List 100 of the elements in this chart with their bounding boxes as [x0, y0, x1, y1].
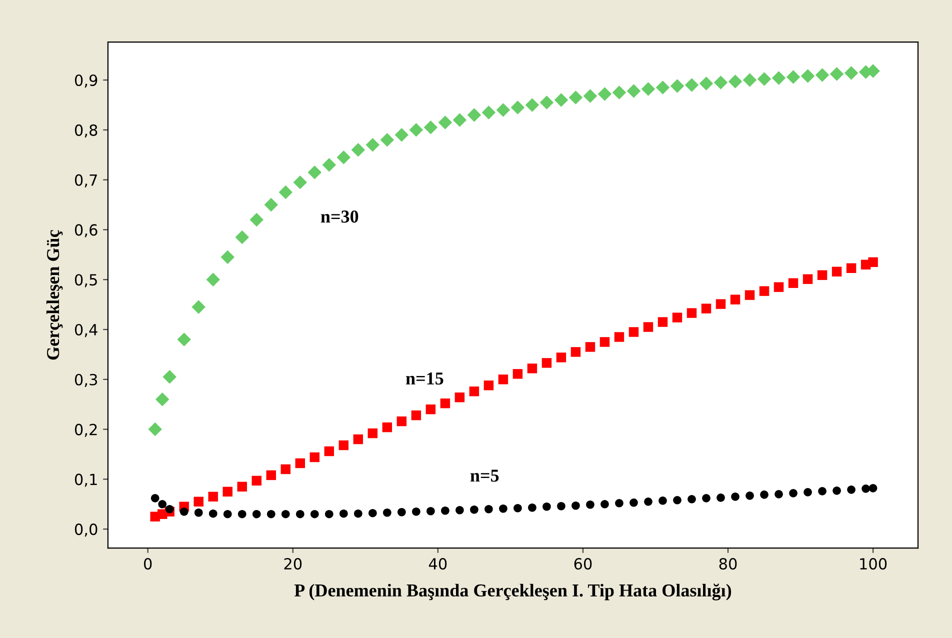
y-tick-label: 0,8 — [74, 124, 98, 138]
point — [456, 506, 464, 514]
point — [628, 327, 639, 337]
point — [868, 484, 878, 492]
point — [177, 332, 191, 346]
point — [398, 508, 406, 516]
point — [180, 507, 188, 516]
point — [237, 482, 247, 492]
point — [368, 428, 378, 438]
point — [730, 294, 740, 304]
y-tick-label: 0,4 — [74, 324, 98, 338]
point — [426, 404, 436, 414]
point — [470, 505, 478, 514]
x-tick-label: 40 — [428, 558, 447, 570]
point — [716, 299, 726, 309]
point — [527, 364, 538, 374]
y-tick-label: 0,9 — [74, 74, 98, 88]
point — [846, 263, 856, 273]
point — [280, 464, 290, 474]
point — [498, 374, 508, 384]
point — [542, 358, 552, 368]
point — [208, 509, 218, 518]
point — [557, 502, 566, 510]
y-tick-label: 0,7 — [74, 174, 97, 188]
point — [731, 492, 740, 501]
point — [295, 458, 305, 468]
point — [222, 486, 232, 497]
series-label: n=5 — [470, 470, 499, 482]
point — [641, 82, 656, 96]
point — [626, 84, 641, 98]
point — [339, 509, 348, 518]
point — [424, 120, 438, 134]
point — [759, 286, 770, 296]
point — [701, 304, 712, 314]
point — [208, 492, 218, 502]
point — [525, 98, 540, 112]
point — [382, 422, 392, 432]
point — [484, 504, 493, 514]
point — [366, 138, 380, 152]
point — [310, 510, 319, 518]
point — [235, 230, 249, 244]
point — [774, 490, 783, 498]
point — [396, 416, 407, 426]
point — [789, 488, 798, 498]
point — [266, 510, 276, 518]
point — [324, 510, 334, 518]
point — [368, 508, 377, 518]
point — [266, 470, 276, 480]
point — [862, 484, 870, 493]
point — [452, 113, 467, 127]
point — [281, 510, 290, 518]
point — [412, 507, 420, 516]
point — [832, 486, 841, 495]
point — [630, 498, 638, 507]
point — [615, 498, 624, 508]
point — [598, 87, 612, 101]
point — [409, 123, 424, 137]
x-tick-label: 80 — [719, 558, 737, 570]
point — [772, 71, 786, 85]
point — [568, 90, 583, 104]
point — [353, 434, 364, 444]
point — [672, 312, 682, 322]
point — [686, 308, 697, 318]
point — [482, 106, 496, 120]
point — [586, 500, 594, 509]
point — [658, 317, 668, 327]
point — [786, 70, 800, 84]
point — [338, 440, 349, 450]
point — [158, 500, 167, 508]
y-tick-label: 0,1 — [74, 474, 97, 487]
point — [815, 68, 830, 82]
point — [714, 76, 728, 90]
point — [336, 150, 351, 164]
point — [278, 185, 293, 200]
point — [148, 422, 162, 436]
point — [570, 347, 581, 357]
point — [614, 332, 624, 342]
point — [670, 79, 684, 93]
point — [293, 175, 308, 190]
point — [454, 392, 465, 402]
point — [644, 497, 652, 506]
point — [760, 490, 768, 499]
point — [600, 337, 610, 347]
x-tick-label: 0 — [144, 558, 152, 570]
point — [310, 452, 320, 462]
point — [411, 410, 422, 420]
point — [804, 488, 812, 496]
point — [818, 486, 826, 496]
point — [699, 76, 714, 90]
point — [832, 266, 842, 276]
point — [194, 496, 204, 506]
y-tick-label: 0,0 — [74, 524, 98, 537]
x-tick-label: 20 — [284, 558, 302, 570]
point — [192, 300, 206, 314]
point — [354, 509, 362, 518]
point — [162, 370, 176, 384]
point — [830, 67, 844, 81]
point — [847, 486, 856, 494]
point — [206, 272, 220, 286]
point — [540, 96, 554, 110]
